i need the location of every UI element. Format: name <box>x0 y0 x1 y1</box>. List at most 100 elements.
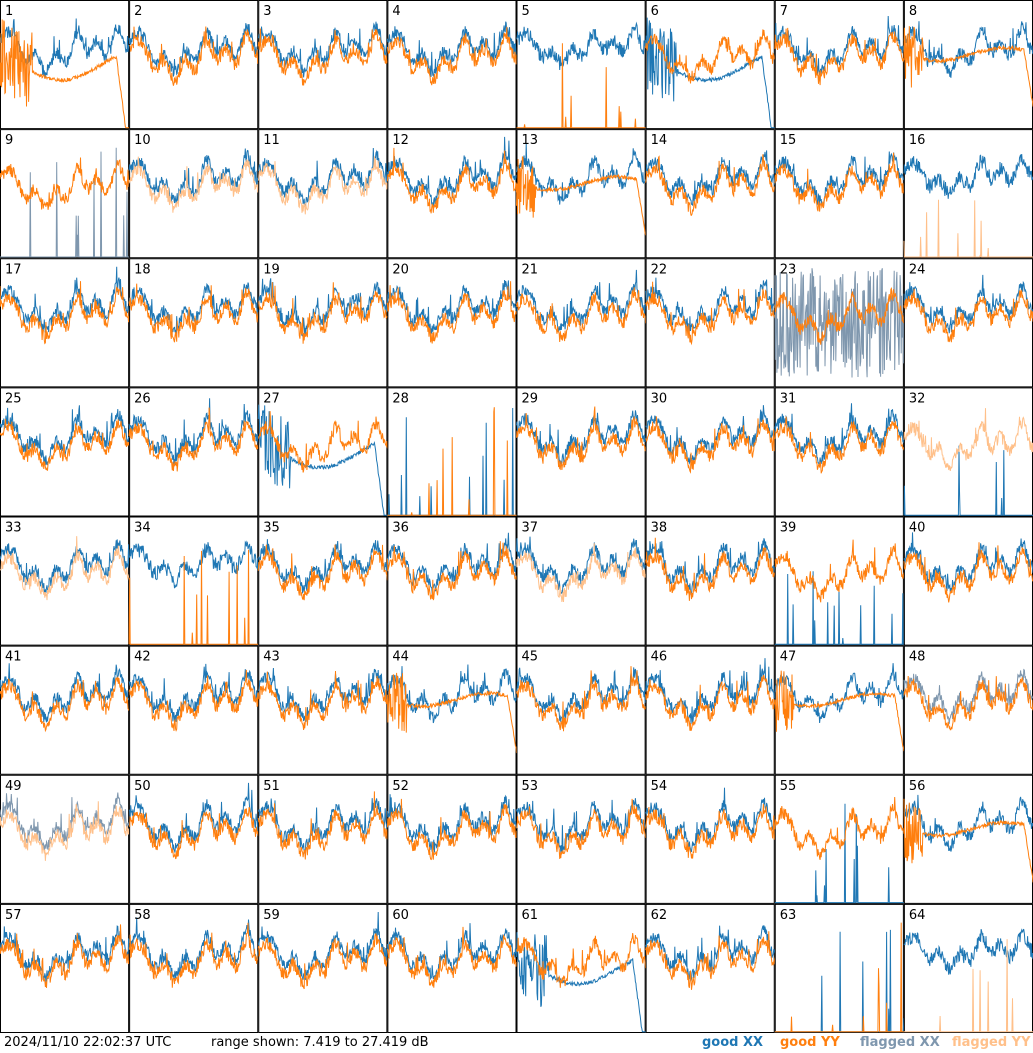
series-yy-line <box>128 549 259 645</box>
series-yy-line <box>903 26 1033 107</box>
series-xx-line <box>516 932 646 1033</box>
series-xx-line <box>903 928 1033 975</box>
series-xx-line <box>386 794 517 853</box>
panel-border <box>129 516 259 646</box>
panel-47: 47 <box>774 645 905 775</box>
panel-63: 63 <box>774 903 905 1033</box>
panel-61: 61 <box>516 903 647 1033</box>
panel-39: 39 <box>774 516 905 646</box>
series-xx-line <box>257 278 388 337</box>
panel-border <box>0 129 130 259</box>
series-yy-line <box>0 157 130 210</box>
series-yy-line <box>129 26 259 86</box>
panel-26: 26 <box>128 387 259 517</box>
panel-border <box>258 516 388 646</box>
panel-label: 21 <box>522 262 539 277</box>
panel-label: 64 <box>909 908 926 923</box>
series-yy-line <box>386 926 517 988</box>
series-xx-line <box>774 571 904 645</box>
panel-border <box>258 387 388 517</box>
series-yy-line <box>257 670 388 730</box>
panel-border <box>387 774 517 904</box>
panel-28: 28 <box>387 387 517 517</box>
series-yy-line <box>645 154 776 216</box>
series-xx-line <box>257 147 388 208</box>
panel-label: 58 <box>134 908 151 923</box>
panel-55: 55 <box>774 774 905 904</box>
panel-10: 10 <box>128 129 259 259</box>
panel-label: 32 <box>909 391 926 406</box>
panel-border <box>0 258 130 388</box>
panel-label: 18 <box>134 262 151 277</box>
panel-border <box>645 387 775 517</box>
panel-border <box>129 258 259 388</box>
series-yy-line <box>516 543 647 603</box>
panel-43: 43 <box>257 645 388 775</box>
series-xx-line <box>774 803 904 904</box>
panel-22: 22 <box>645 258 776 388</box>
series-xx-line <box>128 663 259 722</box>
panel-label: 46 <box>651 650 668 665</box>
series-xx-line <box>257 21 388 78</box>
panel-label: 1 <box>5 4 13 19</box>
series-xx-line <box>0 663 130 723</box>
series-yy-line <box>0 418 130 471</box>
panel-border <box>774 129 904 259</box>
panel-label: 53 <box>522 779 539 794</box>
panel-56: 56 <box>903 774 1033 904</box>
panel-border <box>645 129 775 259</box>
panel-53: 53 <box>516 774 647 904</box>
series-yy-line <box>774 539 905 603</box>
panel-33: 33 <box>0 516 130 646</box>
panel-label: 49 <box>5 779 22 794</box>
panel-border <box>129 387 259 517</box>
panel-border <box>903 903 1033 1033</box>
legend-flagged-yy: flagged YY <box>952 1035 1031 1050</box>
panel-label: 16 <box>909 133 926 148</box>
series-yy-line <box>386 147 517 214</box>
panel-border <box>903 387 1033 517</box>
series-yy-line <box>257 933 388 990</box>
panel-38: 38 <box>645 516 776 646</box>
series-yy-line <box>903 939 1033 1033</box>
series-xx-line <box>128 398 259 465</box>
panel-label: 55 <box>780 779 797 794</box>
panel-41: 41 <box>0 645 130 775</box>
panel-label: 30 <box>651 391 668 406</box>
legend-good-xx: good XX <box>702 1035 764 1050</box>
panel-32: 32 <box>903 387 1033 517</box>
series-yy-line <box>645 416 776 474</box>
panel-border <box>0 774 130 904</box>
panel-border <box>774 903 904 1033</box>
panel-label: 25 <box>5 391 22 406</box>
panel-label: 37 <box>522 521 539 536</box>
panel-border <box>516 774 646 904</box>
panel-label: 7 <box>780 4 788 19</box>
series-yy-line <box>386 672 517 754</box>
series-yy-line <box>258 282 388 344</box>
series-xx-line <box>0 147 130 258</box>
panel-label: 2 <box>134 4 142 19</box>
panel-border <box>774 387 904 517</box>
series-yy-line <box>903 408 1033 471</box>
series-yy-line <box>257 411 388 473</box>
series-xx-line <box>386 279 517 334</box>
series-xx-line <box>258 667 388 722</box>
series-yy-line <box>903 798 1033 883</box>
panel-border <box>258 129 388 259</box>
panel-border <box>774 645 904 775</box>
panel-3: 3 <box>257 0 388 130</box>
series-yy-line <box>645 281 776 346</box>
panel-19: 19 <box>257 258 388 388</box>
panel-border <box>0 516 130 646</box>
series-xx-line <box>128 917 259 980</box>
panel-label: 4 <box>392 4 400 19</box>
panel-6: 6 <box>645 0 776 130</box>
panel-36: 36 <box>386 516 517 646</box>
series-yy-line <box>903 675 1033 731</box>
panel-18: 18 <box>128 258 259 388</box>
series-yy-line <box>128 807 259 860</box>
panel-border <box>129 0 259 130</box>
panel-51: 51 <box>257 774 388 904</box>
